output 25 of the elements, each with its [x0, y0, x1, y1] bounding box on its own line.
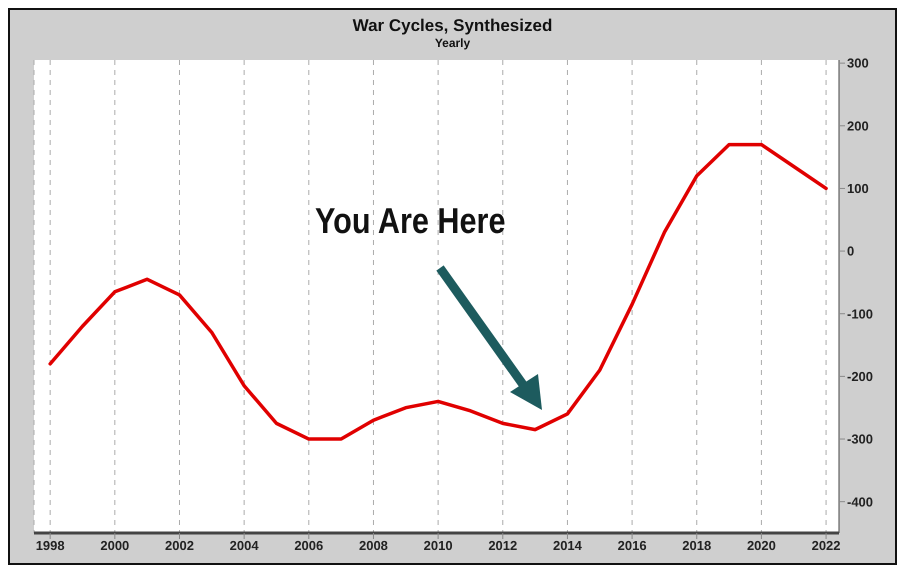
x-tick-label: 1998: [36, 538, 65, 554]
x-tick-label: 2012: [488, 538, 518, 554]
x-tick-label: 2000: [100, 538, 130, 554]
x-tick-label: 2002: [165, 538, 194, 554]
x-tick-label: 2004: [230, 538, 260, 554]
x-tick-label: 2014: [552, 538, 583, 554]
y-tick-label: -100: [847, 306, 874, 322]
chart-title: War Cycles, Synthesized: [352, 16, 554, 36]
annotation: You Are Here: [315, 200, 506, 242]
y-tick-label: 0: [847, 244, 854, 259]
line-series: [48, 142, 828, 441]
x-tick-label: 2006: [294, 538, 324, 554]
y-tick-label: -300: [847, 432, 874, 447]
y-tick-label: 300: [847, 56, 869, 71]
x-tick-label: 2020: [746, 538, 776, 554]
y-tick-label: -400: [847, 494, 874, 510]
chart-subtitle: Yearly: [434, 36, 472, 50]
x-tick-label: 2010: [424, 538, 453, 554]
y-tick-label: 200: [847, 118, 869, 134]
y-tick-label: -200: [847, 368, 874, 384]
x-tick-label: 2008: [358, 538, 388, 554]
x-tick-label: 2018: [682, 538, 712, 554]
y-tick-label: 100: [847, 181, 869, 196]
x-tick-label: 2022: [812, 538, 841, 554]
x-tick-label: 2016: [618, 538, 647, 554]
